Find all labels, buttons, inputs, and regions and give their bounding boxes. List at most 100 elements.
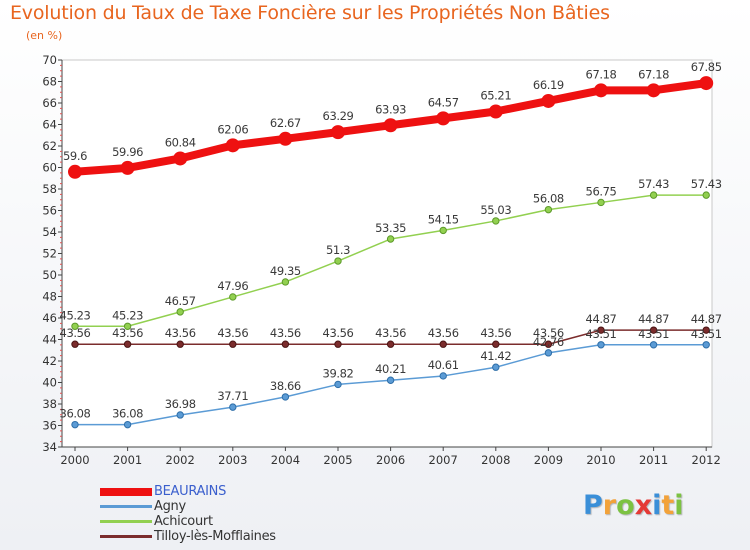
- data-point: [176, 308, 184, 316]
- y-tick-label: 68: [42, 75, 57, 89]
- data-point: [225, 138, 240, 153]
- axes: 34 36 38 40 42 44 46 48 50 52 54 56 58 60 62 64 66 68 70 20…: [42, 53, 720, 467]
- data-point: [541, 93, 556, 108]
- logo-letter: i: [652, 490, 662, 521]
- data-point: [386, 340, 395, 348]
- chart-unit-label: (en %): [26, 29, 63, 42]
- logo-letter: P: [583, 490, 603, 521]
- data-label: 43.56: [270, 326, 301, 340]
- data-label: 62.67: [270, 116, 301, 130]
- chart-title: Evolution du Taux de Taxe Foncière sur l…: [10, 2, 610, 24]
- data-label: 40.61: [428, 358, 459, 372]
- data-point: [702, 191, 710, 199]
- data-point: [123, 322, 132, 330]
- series-BEAURAINS: [68, 76, 714, 179]
- data-point: [71, 420, 79, 429]
- logo-letter: o: [616, 490, 635, 521]
- y-tick-label: 52: [42, 247, 57, 261]
- data-label: 43.56: [217, 326, 248, 340]
- data-label: 43.56: [112, 326, 143, 340]
- x-tick-label: 2002: [166, 453, 195, 467]
- data-point: [281, 340, 290, 348]
- data-label: 43.56: [60, 326, 91, 340]
- data-label: 59.6: [63, 149, 87, 163]
- data-point: [649, 326, 658, 334]
- data-label: 43.56: [165, 326, 196, 340]
- data-point: [544, 205, 553, 214]
- y-tick-label: 54: [42, 225, 57, 239]
- data-point: [492, 340, 500, 348]
- legend-label: BEAURAINS: [154, 484, 227, 499]
- series-Tilloy-lès-Mofflaines: [71, 326, 710, 348]
- x-tick-label: 2010: [586, 453, 615, 467]
- data-label: 65.21: [480, 88, 511, 102]
- logo-letter: r: [602, 490, 617, 521]
- data-point: [176, 411, 184, 419]
- data-label: 43.56: [533, 326, 564, 340]
- data-point: [71, 322, 79, 330]
- x-tick-label: 2011: [639, 453, 668, 467]
- data-label: 63.93: [375, 102, 406, 116]
- logo-letter: x: [634, 490, 653, 521]
- data-label: 39.82: [323, 366, 354, 380]
- data-label: 51.3: [326, 243, 350, 257]
- x-tick-label: 2012: [692, 453, 721, 467]
- data-label: 43.56: [428, 326, 459, 340]
- data-label: 37.71: [217, 389, 248, 403]
- data-point: [281, 393, 290, 401]
- data-point: [649, 341, 658, 349]
- proxiti-logo: Proxiti: [583, 490, 684, 521]
- x-tick-label: 2004: [271, 453, 300, 467]
- data-label: 41.42: [480, 349, 511, 363]
- data-label: 43.51: [638, 327, 669, 341]
- data-label: 53.35: [375, 221, 406, 235]
- plot-area: [61, 59, 713, 448]
- data-label: 57.43: [638, 177, 669, 191]
- y-tick-label: 48: [42, 290, 57, 304]
- data-label: 62.06: [217, 122, 248, 136]
- y-tick-label: 40: [42, 376, 57, 390]
- data-point: [334, 257, 342, 265]
- data-label: 59.96: [112, 145, 143, 159]
- data-point: [597, 198, 605, 207]
- data-label: 45.23: [60, 308, 91, 322]
- y-tick-label: 64: [42, 118, 57, 132]
- data-point: [439, 226, 447, 235]
- y-tick-label: 42: [42, 354, 57, 368]
- y-tick-label: 70: [42, 53, 57, 67]
- data-labels: 59.6 59.96 60.84 62.06 62.67 63.29 63.93 64.57 6…: [60, 60, 723, 421]
- data-point: [492, 217, 500, 225]
- data-label: 66.19: [533, 78, 564, 92]
- y-tick-label: 58: [42, 182, 57, 196]
- data-label: 40.21: [375, 362, 406, 376]
- y-tick-label: 56: [42, 204, 57, 218]
- data-point: [439, 372, 447, 380]
- y-tick-label: 34: [42, 440, 57, 454]
- data-label: 38.66: [270, 379, 301, 393]
- data-point: [649, 191, 658, 199]
- y-tick-label: 60: [42, 161, 57, 175]
- data-point: [334, 380, 342, 389]
- y-tick-label: 66: [42, 96, 57, 110]
- data-point: [383, 118, 398, 133]
- data-label: 46.57: [165, 294, 196, 308]
- legend-swatch: [100, 488, 152, 496]
- y-tick-label: 44: [42, 333, 57, 347]
- data-label: 60.84: [165, 135, 196, 149]
- data-label: 36.08: [60, 407, 91, 421]
- data-label: 44.87: [586, 312, 617, 326]
- data-label: 56.75: [586, 184, 617, 198]
- legend-swatch: [100, 535, 152, 538]
- y-tick-label: 50: [42, 268, 57, 282]
- series-lines: [68, 76, 714, 429]
- data-point: [544, 349, 553, 357]
- data-label: 67.18: [586, 67, 617, 81]
- data-label: 54.15: [428, 212, 459, 226]
- data-label: 67.85: [691, 60, 722, 74]
- data-label: 57.43: [691, 177, 722, 191]
- data-label: 42.76: [533, 335, 564, 349]
- data-point: [439, 340, 447, 348]
- data-label: 63.29: [323, 109, 354, 123]
